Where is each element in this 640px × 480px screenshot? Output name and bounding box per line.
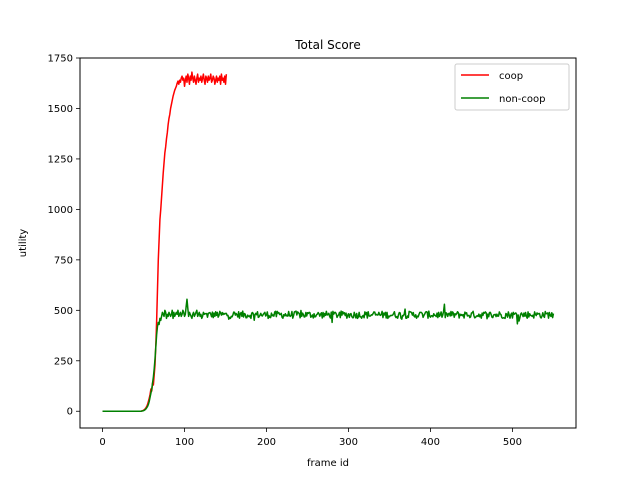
x-tick-label: 500 [503, 437, 522, 448]
legend: coop non-coop [454, 63, 570, 111]
y-tick-label: 500 [54, 306, 73, 317]
y-tick-label: 750 [54, 255, 73, 266]
x-tick-label: 300 [339, 437, 358, 448]
y-tick-label: 0 [67, 407, 73, 418]
y-tick-label: 1000 [48, 205, 73, 216]
y-tick-label: 1750 [48, 54, 73, 65]
x-axis: 0 100 200 300 400 500 [99, 428, 522, 448]
y-tick-label: 1250 [48, 154, 73, 165]
x-tick-label: 0 [99, 437, 105, 448]
y-axis: 0 250 500 750 1000 1250 1500 1750 [48, 54, 80, 418]
x-tick-label: 100 [175, 437, 194, 448]
legend-label-non-coop: non-coop [499, 94, 545, 105]
x-tick-label: 400 [421, 437, 440, 448]
series-layer [102, 71, 555, 412]
chart-title: Total Score [294, 38, 360, 52]
y-tick-label: 1500 [48, 104, 73, 115]
y-tick-label: 250 [54, 356, 73, 367]
x-axis-label: frame id [307, 458, 349, 469]
axes-frame [79, 57, 577, 429]
y-axis-label: utility [18, 229, 29, 258]
legend-label-coop: coop [499, 71, 523, 82]
x-tick-label: 200 [257, 437, 276, 448]
plot-area [79, 57, 577, 429]
series-line-non-coop [102, 298, 555, 412]
